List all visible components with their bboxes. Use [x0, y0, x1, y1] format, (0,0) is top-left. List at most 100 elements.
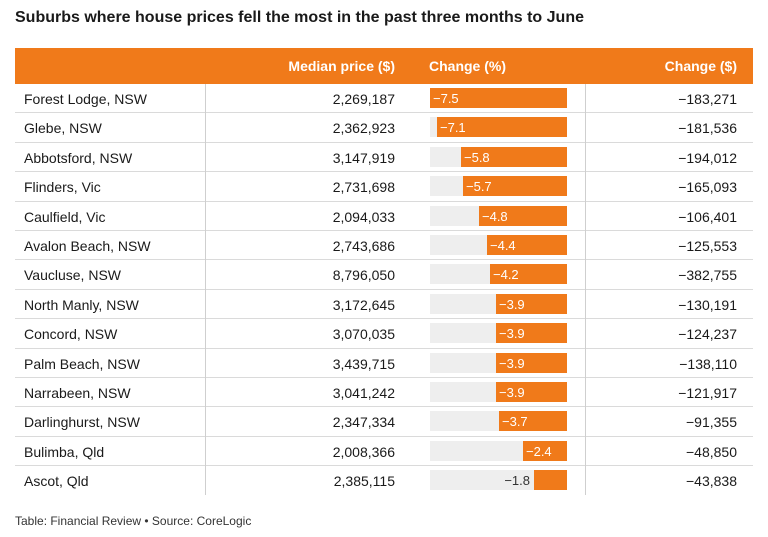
- suburb-name: Abbotsford, NSW: [24, 149, 133, 166]
- change-bar: [461, 146, 567, 167]
- suburb-name: Avalon Beach, NSW: [24, 237, 151, 254]
- change-dollars: −138,110: [679, 355, 737, 372]
- change-bar: [496, 323, 567, 344]
- change-percent-label: −4.4: [490, 237, 516, 253]
- table-row: Ascot, Qld 2,385,115 −1.8 −43,838: [15, 466, 753, 495]
- change-bar: [496, 293, 567, 314]
- change-dollars: −165,093: [678, 179, 737, 196]
- change-percent-label: −2.4: [526, 443, 552, 459]
- change-percent-label: −3.9: [499, 355, 525, 371]
- change-bar: [496, 352, 567, 373]
- suburb-name: Bulimba, Qld: [24, 443, 105, 460]
- change-percent-label: −7.1: [440, 120, 466, 136]
- median-price: 3,439,715: [332, 355, 395, 372]
- median-price: 2,269,187: [332, 91, 395, 107]
- suburb-name: Caulfield, Vic: [24, 208, 106, 225]
- median-price: 8,796,050: [332, 267, 395, 284]
- table-row: Concord, NSW 3,070,035 −3.9 −124,237: [15, 319, 753, 349]
- change-percent-label: −5.8: [464, 149, 490, 165]
- table-row: Darlinghurst, NSW 2,347,334 −3.7 −91,355: [15, 407, 753, 437]
- change-percent-label: −3.9: [499, 384, 525, 400]
- change-dollars: −91,355: [686, 414, 737, 431]
- suburb-name: Ascot, Qld: [24, 473, 89, 490]
- change-bar-track: −5.8: [430, 146, 567, 167]
- change-bar: [534, 470, 567, 491]
- change-bar: [430, 88, 567, 108]
- change-bar-track: −4.4: [430, 234, 567, 255]
- header-median-price: Median price ($): [288, 58, 395, 74]
- change-bar-track: −1.8: [430, 470, 567, 491]
- change-dollars: −106,401: [678, 208, 737, 225]
- change-bar-track: −7.5: [430, 88, 567, 108]
- suburb-name: North Manly, NSW: [24, 296, 139, 313]
- change-dollars: −130,191: [678, 296, 737, 313]
- suburb-name: Glebe, NSW: [24, 120, 102, 137]
- table-row: Avalon Beach, NSW 2,743,686 −4.4 −125,553: [15, 231, 753, 261]
- median-price: 2,008,366: [332, 443, 395, 460]
- suburb-name: Forest Lodge, NSW: [24, 91, 147, 107]
- median-price: 2,385,115: [333, 473, 395, 490]
- change-bar: [463, 176, 567, 197]
- table-row: Vaucluse, NSW 8,796,050 −4.2 −382,755: [15, 260, 753, 290]
- change-bar-track: −7.1: [430, 117, 567, 138]
- change-percent-label: −3.7: [502, 414, 528, 430]
- table-row: Abbotsford, NSW 3,147,919 −5.8 −194,012: [15, 143, 753, 173]
- table-row: Caulfield, Vic 2,094,033 −4.8 −106,401: [15, 202, 753, 231]
- change-dollars: −183,271: [678, 91, 737, 107]
- change-bar-track: −3.7: [430, 411, 567, 432]
- table-body: Forest Lodge, NSW 2,269,187 −7.5 −183,271 Gl…: [15, 84, 753, 495]
- change-bar-track: −2.4: [430, 440, 567, 461]
- suburb-name: Narrabeen, NSW: [24, 384, 131, 401]
- change-bar-track: −3.9: [430, 352, 567, 373]
- table-row: Bulimba, Qld 2,008,366 −2.4 −48,850: [15, 437, 753, 467]
- median-price: 2,362,923: [332, 120, 395, 137]
- median-price: 3,172,645: [332, 296, 395, 313]
- median-price: 2,731,698: [332, 179, 395, 196]
- chart-title: Suburbs where house prices fell the most…: [15, 9, 584, 26]
- median-price: 2,094,033: [332, 208, 395, 225]
- median-price: 2,347,334: [332, 414, 395, 431]
- change-dollars: −181,536: [678, 120, 737, 137]
- change-percent-label: −1.8: [504, 473, 530, 489]
- table-row: Forest Lodge, NSW 2,269,187 −7.5 −183,271: [15, 84, 753, 114]
- suburb-name: Palm Beach, NSW: [24, 355, 140, 372]
- header-change-dollars: Change ($): [664, 58, 737, 74]
- change-bar: [487, 234, 567, 255]
- change-percent-label: −5.7: [466, 179, 492, 195]
- table-row: Palm Beach, NSW 3,439,715 −3.9 −138,110: [15, 349, 753, 378]
- column-divider: [585, 84, 586, 496]
- change-bar-track: −4.2: [430, 264, 567, 285]
- change-dollars: −43,838: [686, 473, 737, 490]
- change-percent-label: −4.8: [482, 208, 508, 224]
- change-bar: [437, 117, 567, 138]
- change-bar: [479, 205, 567, 226]
- table-row: Narrabeen, NSW 3,041,242 −3.9 −121,917: [15, 378, 753, 408]
- change-dollars: −125,553: [678, 237, 737, 254]
- table-row: Glebe, NSW 2,362,923 −7.1 −181,536: [15, 113, 753, 143]
- change-dollars: −48,850: [686, 443, 737, 460]
- change-dollars: −121,917: [678, 384, 737, 401]
- change-bar-track: −3.9: [430, 381, 567, 402]
- median-price: 2,743,686: [332, 237, 395, 254]
- change-bar: [499, 411, 567, 432]
- header-change-percent: Change (%): [429, 58, 506, 74]
- median-price: 3,147,919: [332, 149, 395, 166]
- change-percent-label: −4.2: [493, 267, 519, 283]
- data-table: Median price ($) Change (%) Change ($) F…: [15, 48, 753, 496]
- median-price: 3,070,035: [332, 326, 395, 343]
- change-percent-label: −3.9: [499, 296, 525, 312]
- change-dollars: −124,237: [678, 326, 737, 343]
- suburb-name: Concord, NSW: [24, 326, 118, 343]
- suburb-name: Darlinghurst, NSW: [24, 414, 140, 431]
- change-bar: [523, 440, 567, 461]
- table-row: Flinders, Vic 2,731,698 −5.7 −165,093: [15, 172, 753, 202]
- median-price: 3,041,242: [332, 384, 395, 401]
- change-dollars: −382,755: [678, 267, 737, 284]
- change-percent-label: −3.9: [499, 326, 525, 342]
- column-divider: [205, 84, 206, 496]
- change-dollars: −194,012: [678, 149, 737, 166]
- change-bar-track: −5.7: [430, 176, 567, 197]
- change-bar-track: −3.9: [430, 323, 567, 344]
- table-header: Median price ($) Change (%) Change ($): [15, 48, 753, 84]
- source-credit: Table: Financial Review • Source: CoreLo…: [15, 514, 252, 528]
